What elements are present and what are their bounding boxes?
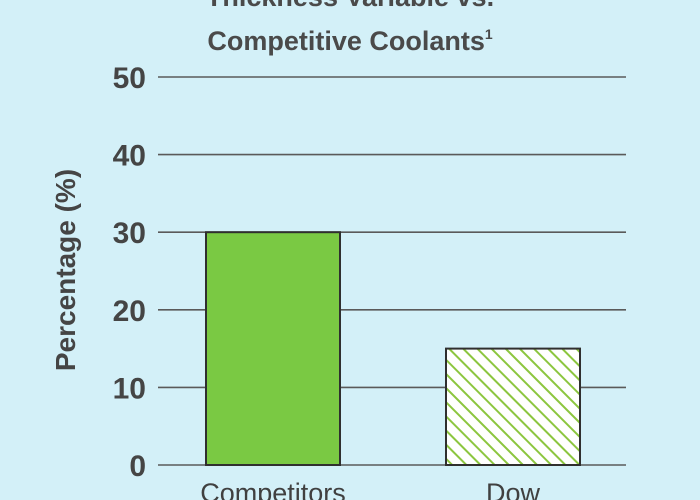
bars [205, 231, 581, 467]
y-tick-labels: 0 10 20 30 40 50 [113, 62, 146, 483]
bar-competitors [205, 231, 341, 466]
category-label-dow: Dow [486, 478, 541, 500]
y-tick-label-20: 20 [113, 295, 146, 328]
category-labels: Competitors Dow [200, 478, 540, 500]
y-tick-label-40: 40 [113, 140, 146, 173]
y-tick-label-50: 50 [113, 62, 146, 95]
chart-title: Thickness Variable vs. Competitive Coola… [206, 0, 494, 56]
y-axis-label: Percentage (%) [50, 169, 81, 371]
chart-title-superscript: 1 [485, 26, 493, 42]
y-tick-label-0: 0 [129, 450, 146, 483]
category-label-competitors: Competitors [200, 478, 346, 500]
bar-dow [445, 347, 581, 467]
y-tick-label-10: 10 [113, 372, 146, 405]
chart-title-line-2: Competitive Coolants1 [207, 26, 493, 56]
chart-title-line-1: Thickness Variable vs. [206, 0, 494, 12]
y-tick-label-30: 30 [113, 217, 146, 250]
